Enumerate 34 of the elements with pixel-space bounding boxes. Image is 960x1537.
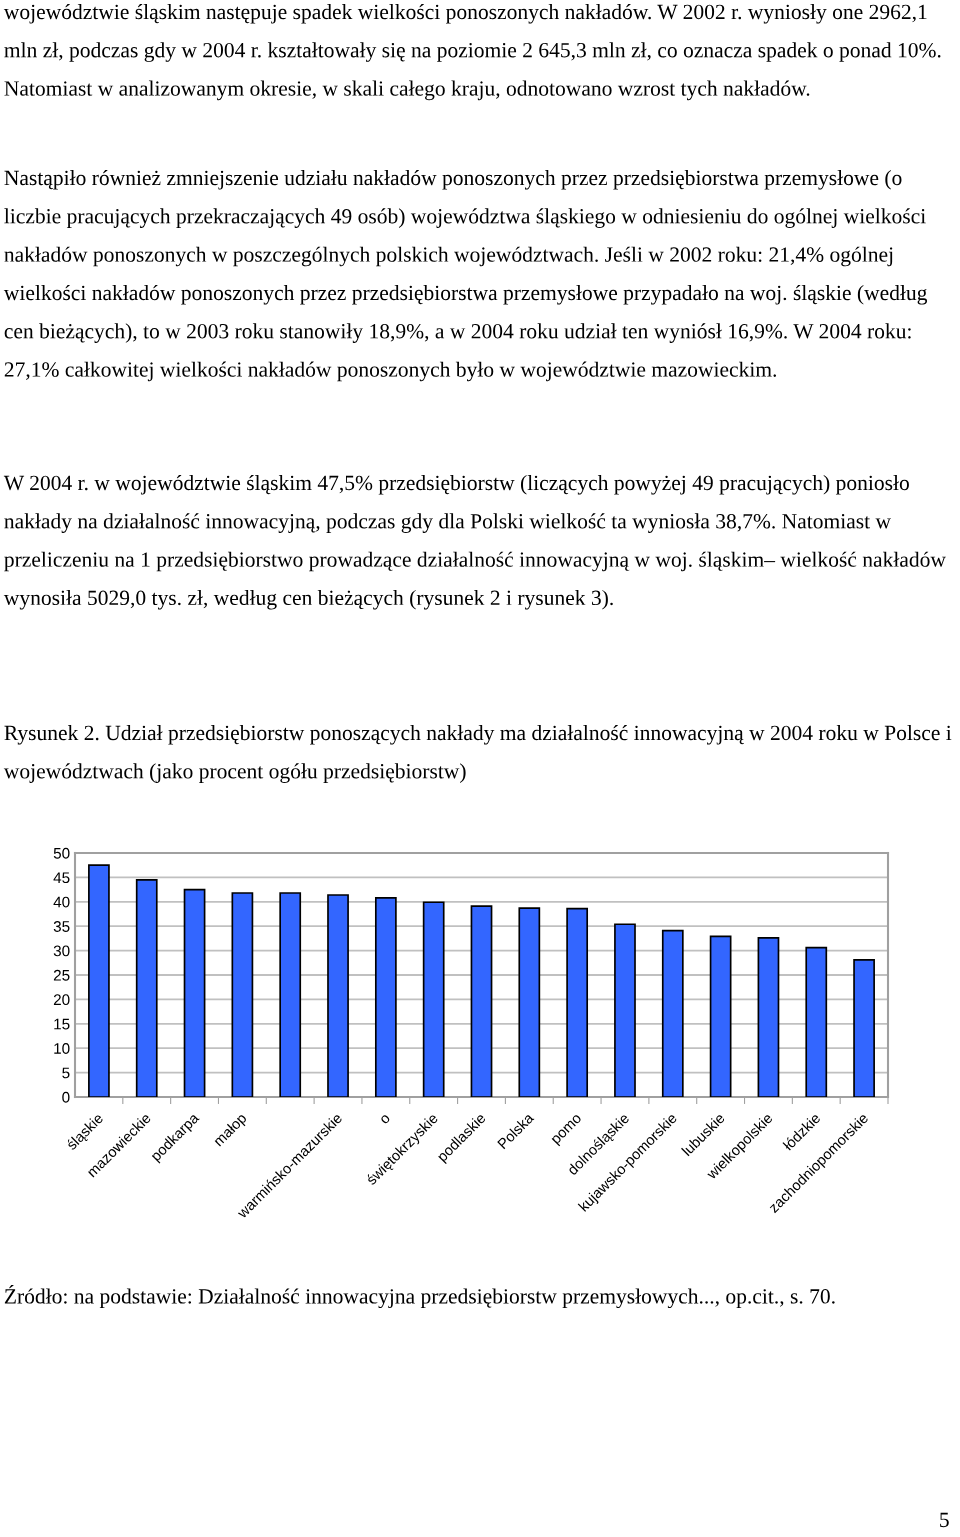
bar — [183, 888, 206, 1097]
y-tick-label: 50 — [53, 847, 70, 859]
bar — [279, 892, 302, 1097]
bar — [614, 923, 636, 1097]
y-tick-label: 20 — [53, 994, 70, 1006]
y-tick-label: 10 — [54, 1043, 70, 1054]
bar — [422, 901, 445, 1097]
bar — [805, 946, 828, 1097]
text: W 2004 r. w województwie śląskim 47,5% przedsiębiorstw (liczących powyżej 49 pracujących) poniosło nakłady na działalność innowacyjną, podczas gdy dla Polski wielkość ta wyniosła 38,7%. Natomiast w przeliczeniu na 1 przedsiębiorstwo prowadzące działalność innowacyjną w woj. śląskim– wielkość nakładów wynosiła 5029,0 tys. zł, według cen bieżących (rysunek 2 i rysunek 3). — [3, 475, 946, 610]
bar — [661, 929, 684, 1097]
bar — [566, 907, 589, 1097]
bar — [518, 907, 541, 1097]
y-tick-label: 25 — [53, 969, 70, 981]
y-tick-label: 35 — [53, 921, 70, 932]
y-tick-label: 15 — [54, 1018, 70, 1030]
bar — [374, 897, 397, 1097]
text: Źródło: na podstawie: Działalność innowacyjna przedsiębiorstw przemysłowych..., op.cit., s. 70. — [4, 1285, 835, 1309]
chart-title: Rysunek 2. Udział przedsiębiorstw ponoszących nakłady ma działalność innowacyjną w 2004 roku w Polsce i województwach (jako procent ogółu przedsiębiorstw) — [3, 725, 952, 783]
bar — [853, 959, 875, 1097]
bar — [327, 894, 349, 1097]
text: Nastąpiło również zmniejszenie udziału nakładów ponoszonych przez przedsiębiorstwa przemysłowe (o liczbie pracujących przekraczających 49 osób) województwa śląskiego w odniesieniu do ogólnej wielkości nakładów ponoszonych w poszczególnych polskich województwach. Jeśli w 2002 roku: 21,4% ogólnej wielkości nakładów ponoszonych przez przedsiębiorstwa przemysłowe przypadało na woj. śląskie (według cen bieżących), to w 2003 roku stanowiły 18,9%, a w 2004 roku udział ten wyniósł 16,9%. W 2004 roku: 27,1% całkowitej wielkości nakładów ponoszonych było w województwie mazowieckim. — [3, 170, 928, 382]
y-tick-label: 40 — [53, 896, 70, 908]
bar — [88, 864, 110, 1097]
bar — [135, 879, 158, 1097]
y-tick-label: 5 — [62, 1067, 70, 1079]
bar — [709, 935, 732, 1097]
y-tick-label: 45 — [53, 872, 70, 884]
y-tick-label: 30 — [53, 945, 70, 957]
bar — [757, 937, 780, 1097]
bar — [470, 905, 493, 1097]
text: 5 — [940, 1512, 949, 1528]
y-tick-label: 0 — [62, 1091, 70, 1103]
bar — [231, 892, 254, 1097]
text: województwie śląskim następuje spadek wielkości ponoszonych nakładów. W 2002 r. wyniosły one 2962,1 mln zł, podczas gdy w 2004 r. kształtowały się na poziomie 2 645,3 mln zł, co oznacza spadek o ponad 10%. Natomiast w analizowanym okresie, w skali całego kraju, odnotowano wzrost tych nakładów. — [3, 4, 941, 101]
